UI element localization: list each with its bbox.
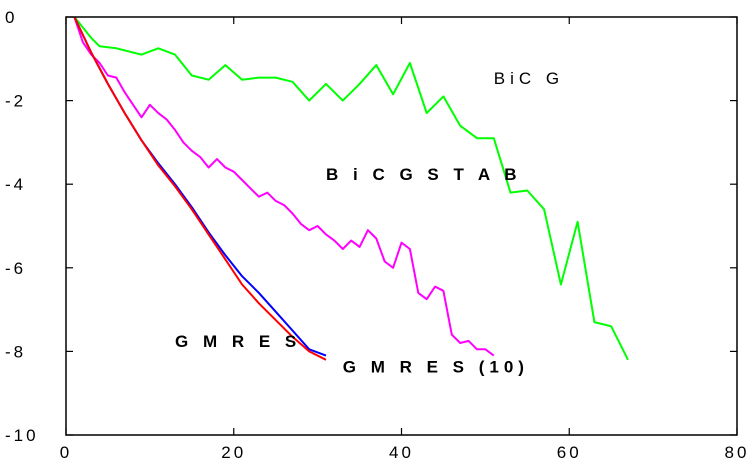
x-tick-label: 60 [557, 443, 582, 462]
series-line-gmres [73, 16, 327, 357]
plot-area-frame [65, 16, 738, 436]
series-label: BiC G [494, 69, 564, 88]
series-label: G M R E S [175, 332, 301, 351]
series-annotations: BiC G B i C G S T A B G M R E S G M R E S (… [175, 69, 564, 376]
x-tick-label: 40 [389, 443, 414, 462]
series-line-bic-g [73, 16, 629, 361]
series-label: G M R E S (10) [343, 357, 529, 376]
series-label: B i C G S T A B [326, 165, 522, 184]
x-tick-label: 0 [60, 443, 72, 462]
y-tick-label: -2 [5, 92, 26, 111]
tick-labels: 0 20 40 60 80 0 -2 -4 -6 -8 -10 [5, 8, 750, 462]
series-line-gmres-10 [73, 16, 327, 361]
y-tick-label: -6 [5, 259, 26, 278]
y-tick-label: -10 [5, 426, 39, 445]
x-tick-label: 20 [221, 443, 246, 462]
x-tick-label: 80 [725, 443, 750, 462]
series-lines [73, 16, 629, 361]
y-tick-label: -4 [5, 175, 26, 194]
series-line-bicgstab [73, 16, 495, 357]
y-tick-label: -8 [5, 342, 26, 361]
y-tick-label: 0 [5, 8, 17, 27]
